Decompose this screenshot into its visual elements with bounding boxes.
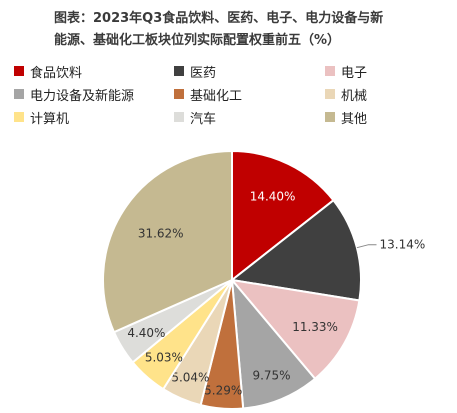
pie-label-auto: 4.40% — [127, 326, 165, 340]
pie-label-computer: 5.03% — [145, 351, 183, 365]
legend-item-food-beverage: 食品饮料 — [14, 61, 82, 81]
pie-label-other: 31.62% — [138, 227, 184, 241]
pie-label-power-new-energy: 9.75% — [252, 368, 290, 382]
legend-swatch — [325, 89, 335, 99]
legend-swatch — [14, 66, 24, 76]
pie-slice-other — [102, 149, 233, 334]
legend-item-power-new-energy: 电力设备及新能源 — [14, 84, 134, 104]
legend-swatch — [14, 89, 24, 99]
legend-label: 计算机 — [30, 111, 70, 127]
legend-swatch — [325, 66, 335, 76]
legend-label: 基础化工 — [190, 88, 243, 104]
chart-title: 图表：2023年Q3食品饮料、医药、电子、电力设备与新 能源、基础化工板块位列实… — [54, 8, 414, 52]
chart-legend: 食品饮料 医药 电子 电力设备及新能源 基础化工 机械 计算机 汽车 — [14, 61, 454, 131]
chart-title-line-2: 能源、基础化工板块位列实际配置权重前五（%） — [54, 33, 341, 48]
legend-label: 其他 — [341, 111, 368, 127]
legend-swatch — [325, 112, 335, 122]
pie-label-food-beverage: 14.40% — [250, 190, 296, 204]
legend-item-electronics: 电子 — [325, 61, 367, 81]
pie-label-basic-chemicals: 5.29% — [204, 384, 242, 398]
legend-swatch — [14, 112, 24, 122]
pie-label-machinery: 5.04% — [171, 370, 209, 384]
legend-label: 食品饮料 — [30, 65, 83, 81]
pie-label-electronics: 11.33% — [292, 320, 338, 334]
legend-label: 汽车 — [190, 111, 217, 127]
pie-label-pharma: 13.14% — [380, 238, 426, 252]
legend-label: 电子 — [341, 65, 368, 81]
legend-item-auto: 汽车 — [174, 107, 216, 127]
legend-item-machinery: 机械 — [325, 84, 367, 104]
legend-swatch — [174, 66, 184, 76]
legend-swatch — [174, 112, 184, 122]
pie-slice-pharma — [229, 198, 362, 302]
pie-slice-food-beverage — [231, 149, 335, 283]
pie-slice-power-new-energy — [230, 276, 317, 410]
legend-item-computer: 计算机 — [14, 107, 69, 127]
legend-item-other: 其他 — [325, 107, 367, 127]
legend-item-pharma: 医药 — [174, 61, 216, 81]
legend-label: 电力设备及新能源 — [30, 88, 135, 104]
pie-leader-line — [356, 244, 377, 249]
chart-title-line-1: 图表：2023年Q3食品饮料、医药、电子、电力设备与新 — [54, 11, 384, 26]
legend-label: 医药 — [190, 65, 217, 81]
legend-swatch — [174, 89, 184, 99]
legend-label: 机械 — [341, 88, 368, 104]
pie-slice-electronics — [229, 278, 361, 381]
legend-item-basic-chemicals: 基础化工 — [174, 84, 242, 104]
